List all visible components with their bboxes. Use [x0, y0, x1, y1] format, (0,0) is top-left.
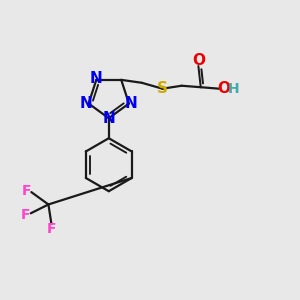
Text: H: H — [227, 82, 239, 96]
Text: N: N — [79, 96, 92, 111]
Text: O: O — [217, 81, 230, 96]
Text: N: N — [89, 71, 102, 86]
Text: F: F — [46, 222, 56, 236]
Text: N: N — [102, 111, 115, 126]
Text: O: O — [192, 53, 205, 68]
Text: F: F — [21, 184, 31, 198]
Text: S: S — [157, 81, 168, 96]
Text: N: N — [124, 96, 137, 111]
Text: F: F — [21, 208, 30, 222]
